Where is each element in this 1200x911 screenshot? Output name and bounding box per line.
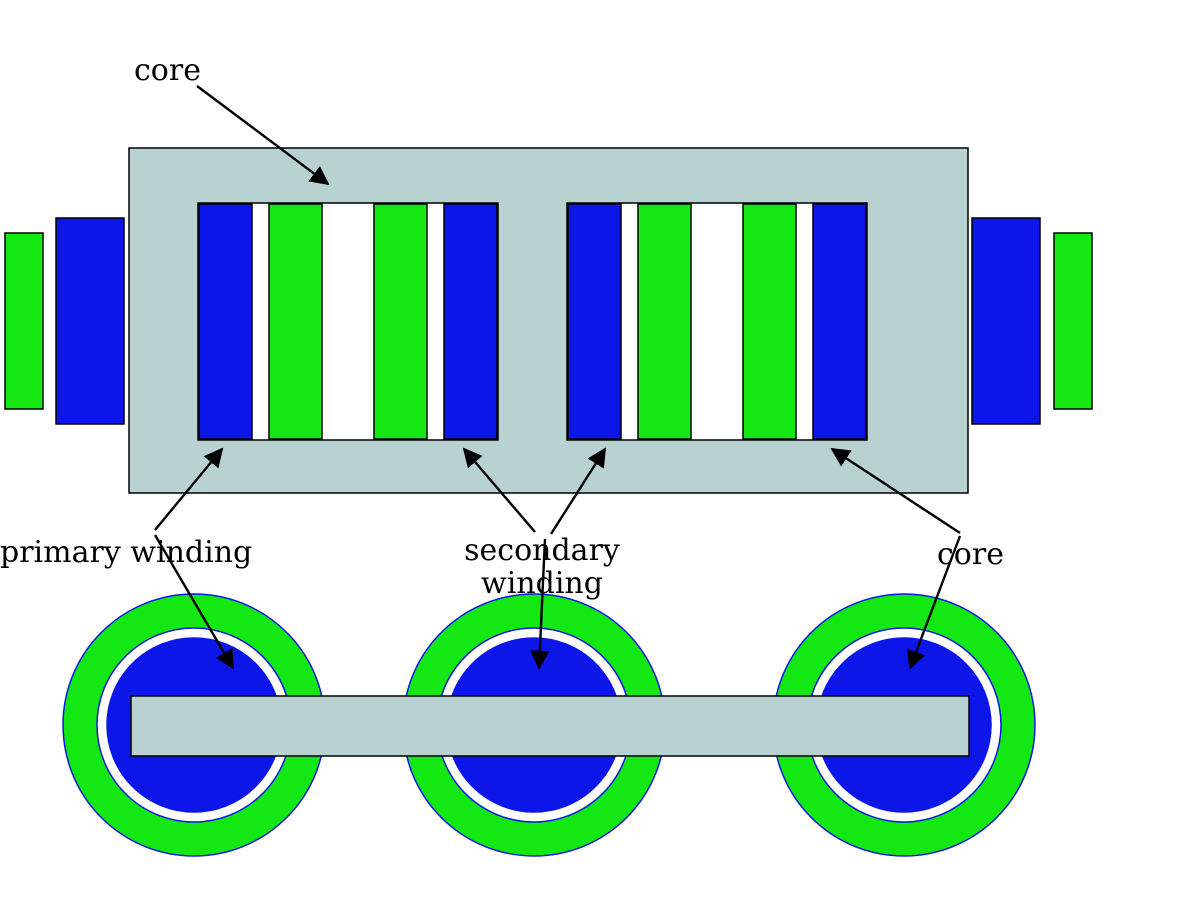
top-core-bar <box>131 696 969 756</box>
label-primary-winding: primary winding <box>0 535 252 570</box>
side-secondary-bar-3 <box>743 204 796 439</box>
side-secondary-bar-2 <box>638 204 691 439</box>
side-end-primary-0 <box>56 218 124 424</box>
side-end-secondary-1 <box>1054 233 1092 409</box>
side-secondary-bar-0 <box>269 204 322 439</box>
side-end-secondary-0 <box>5 233 43 409</box>
side-secondary-bar-1 <box>374 204 427 439</box>
label-core-bottom: core <box>937 537 1004 572</box>
side-primary-bar-0 <box>199 204 252 439</box>
side-end-primary-1 <box>972 218 1040 424</box>
side-primary-bar-2 <box>568 204 621 439</box>
label-core-top: core <box>134 53 201 88</box>
side-primary-bar-1 <box>444 204 497 439</box>
label-secondary-winding: secondarywinding <box>464 533 620 601</box>
side-primary-bar-3 <box>813 204 866 439</box>
